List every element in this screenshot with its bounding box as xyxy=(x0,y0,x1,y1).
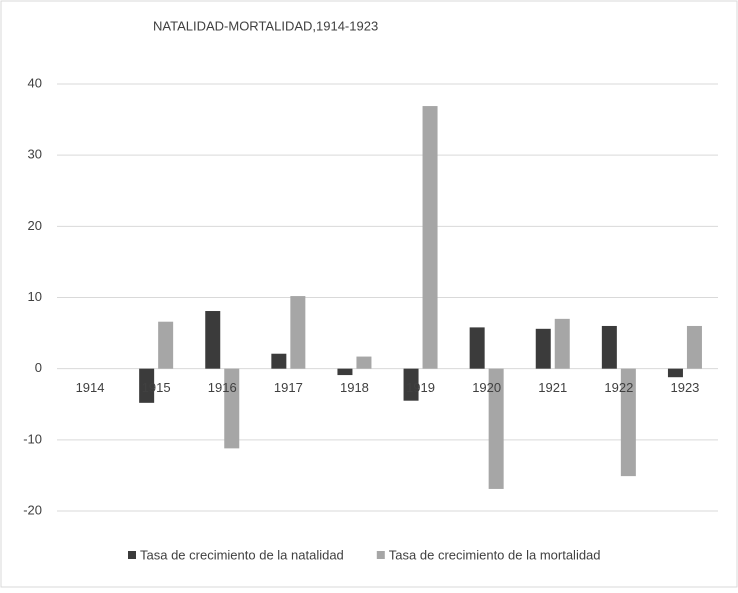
bar xyxy=(403,368,419,401)
bar xyxy=(337,368,353,376)
bar xyxy=(224,368,240,449)
bar xyxy=(620,368,636,477)
bar xyxy=(205,311,221,369)
bar xyxy=(356,356,372,369)
bar xyxy=(535,328,551,369)
x-tick-label: 1916 xyxy=(208,380,237,395)
x-tick-label: 1914 xyxy=(76,380,105,395)
bar xyxy=(422,106,438,369)
y-tick-label: 0 xyxy=(35,360,42,375)
bar xyxy=(271,353,287,369)
y-tick-label: -10 xyxy=(23,431,42,446)
bar xyxy=(554,318,570,369)
legend-label: Tasa de crecimiento de la natalidad xyxy=(140,547,344,562)
x-tick-label: 1920 xyxy=(472,380,501,395)
x-tick-label: 1922 xyxy=(604,380,633,395)
x-tick-label: 1918 xyxy=(340,380,369,395)
x-tick-label: 1917 xyxy=(274,380,303,395)
y-tick-label: 40 xyxy=(28,75,42,90)
bar xyxy=(667,368,683,378)
y-tick-label: 30 xyxy=(28,147,42,162)
x-tick-label: 1919 xyxy=(406,380,435,395)
x-tick-label: 1923 xyxy=(670,380,699,395)
bar xyxy=(686,325,702,369)
y-tick-label: -20 xyxy=(23,502,42,517)
bar xyxy=(290,296,306,369)
legend-swatch xyxy=(376,551,385,559)
chart-title: NATALIDAD-MORTALIDAD,1914-1923 xyxy=(153,18,378,33)
legend-swatch xyxy=(128,551,136,559)
bar xyxy=(469,327,485,369)
legend-label: Tasa de crecimiento de la mortalidad xyxy=(389,547,601,562)
bar xyxy=(158,321,174,369)
x-tick-label: 1921 xyxy=(538,380,567,395)
bar xyxy=(139,368,155,403)
bar xyxy=(488,368,504,489)
y-tick-label: 20 xyxy=(28,218,42,233)
bar xyxy=(601,325,617,369)
y-tick-label: 10 xyxy=(28,289,42,304)
x-tick-label: 1915 xyxy=(142,380,171,395)
